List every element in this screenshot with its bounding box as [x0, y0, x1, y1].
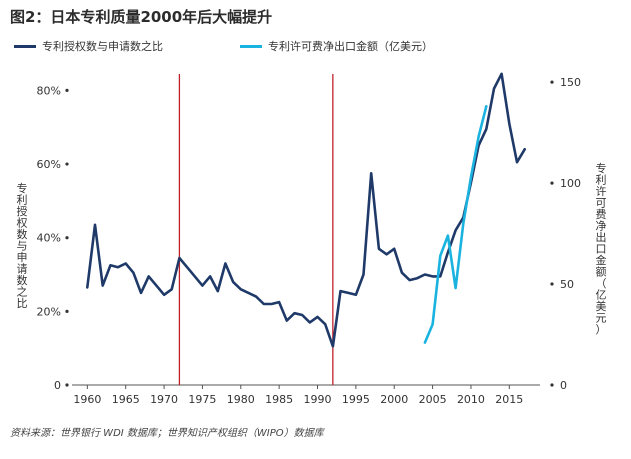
- legend-label-series1: 专利授权数与申请数之比: [42, 40, 163, 53]
- x-tick-label-9: 2005: [419, 393, 447, 406]
- y-left-tick-label-3: 60%: [37, 158, 61, 171]
- series-line-1: [86, 72, 526, 348]
- x-tick-label-4: 1980: [227, 393, 255, 406]
- chart-title: 图2：日本专利质量2000年后大幅提升: [10, 8, 273, 26]
- y-left-tick-dot-0: [65, 383, 69, 387]
- x-tick-label-8: 2000: [380, 393, 408, 406]
- y-left-tick-dot-3: [65, 162, 69, 166]
- y-left-tick-dot-1: [65, 309, 69, 313]
- x-tick-label-10: 2010: [457, 393, 485, 406]
- legend-item-series1: 专利授权数与申请数之比: [14, 38, 163, 54]
- y-left-tick-dot-4: [65, 88, 69, 93]
- y-left-tick-label-4: 80%: [37, 84, 61, 97]
- y-right-axis-title: 专利许可费净出口金额（亿美元）: [596, 161, 607, 336]
- x-tick-label-1: 1965: [112, 393, 140, 406]
- x-tick-label-6: 1990: [304, 393, 332, 406]
- y-right-tick-dot-1: [550, 282, 554, 286]
- x-tick-label-0: 1960: [73, 393, 101, 406]
- legend-label-series2: 专利许可费净出口金额（亿美元）: [268, 40, 433, 53]
- source-note: 资料来源：世界银行 WDI 数据库；世界知识产权组织（WIPO）数据库: [10, 428, 324, 439]
- legend-swatch-series2: [240, 44, 262, 48]
- y-right-tick-label-0: 0: [560, 379, 567, 392]
- y-left-tick-label-0: 0: [54, 379, 61, 392]
- y-right-tick-label-3: 150: [560, 76, 581, 89]
- legend-swatch-series1: [14, 44, 36, 48]
- x-tick-label-11: 2015: [495, 393, 523, 406]
- y-right-tick-dot-0: [550, 383, 554, 387]
- y-left-axis-title: 专利授权数与申请数之比: [17, 181, 28, 310]
- y-right-tick-dot-2: [550, 181, 554, 185]
- legend-item-series2: 专利许可费净出口金额（亿美元）: [240, 38, 433, 54]
- y-right-tick-dot-3: [550, 80, 554, 84]
- x-tick-label-5: 1985: [265, 393, 293, 406]
- y-left-tick-label-2: 40%: [37, 232, 61, 245]
- series-line-2: [423, 105, 488, 344]
- x-tick-label-7: 1995: [342, 393, 370, 406]
- y-left-tick-dot-2: [65, 236, 69, 240]
- y-right-tick-label-1: 50: [560, 278, 574, 291]
- y-left-tick-label-1: 20%: [37, 305, 61, 318]
- x-tick-label-2: 1970: [150, 393, 178, 406]
- x-tick-label-3: 1975: [188, 393, 216, 406]
- y-right-tick-label-2: 100: [560, 177, 581, 190]
